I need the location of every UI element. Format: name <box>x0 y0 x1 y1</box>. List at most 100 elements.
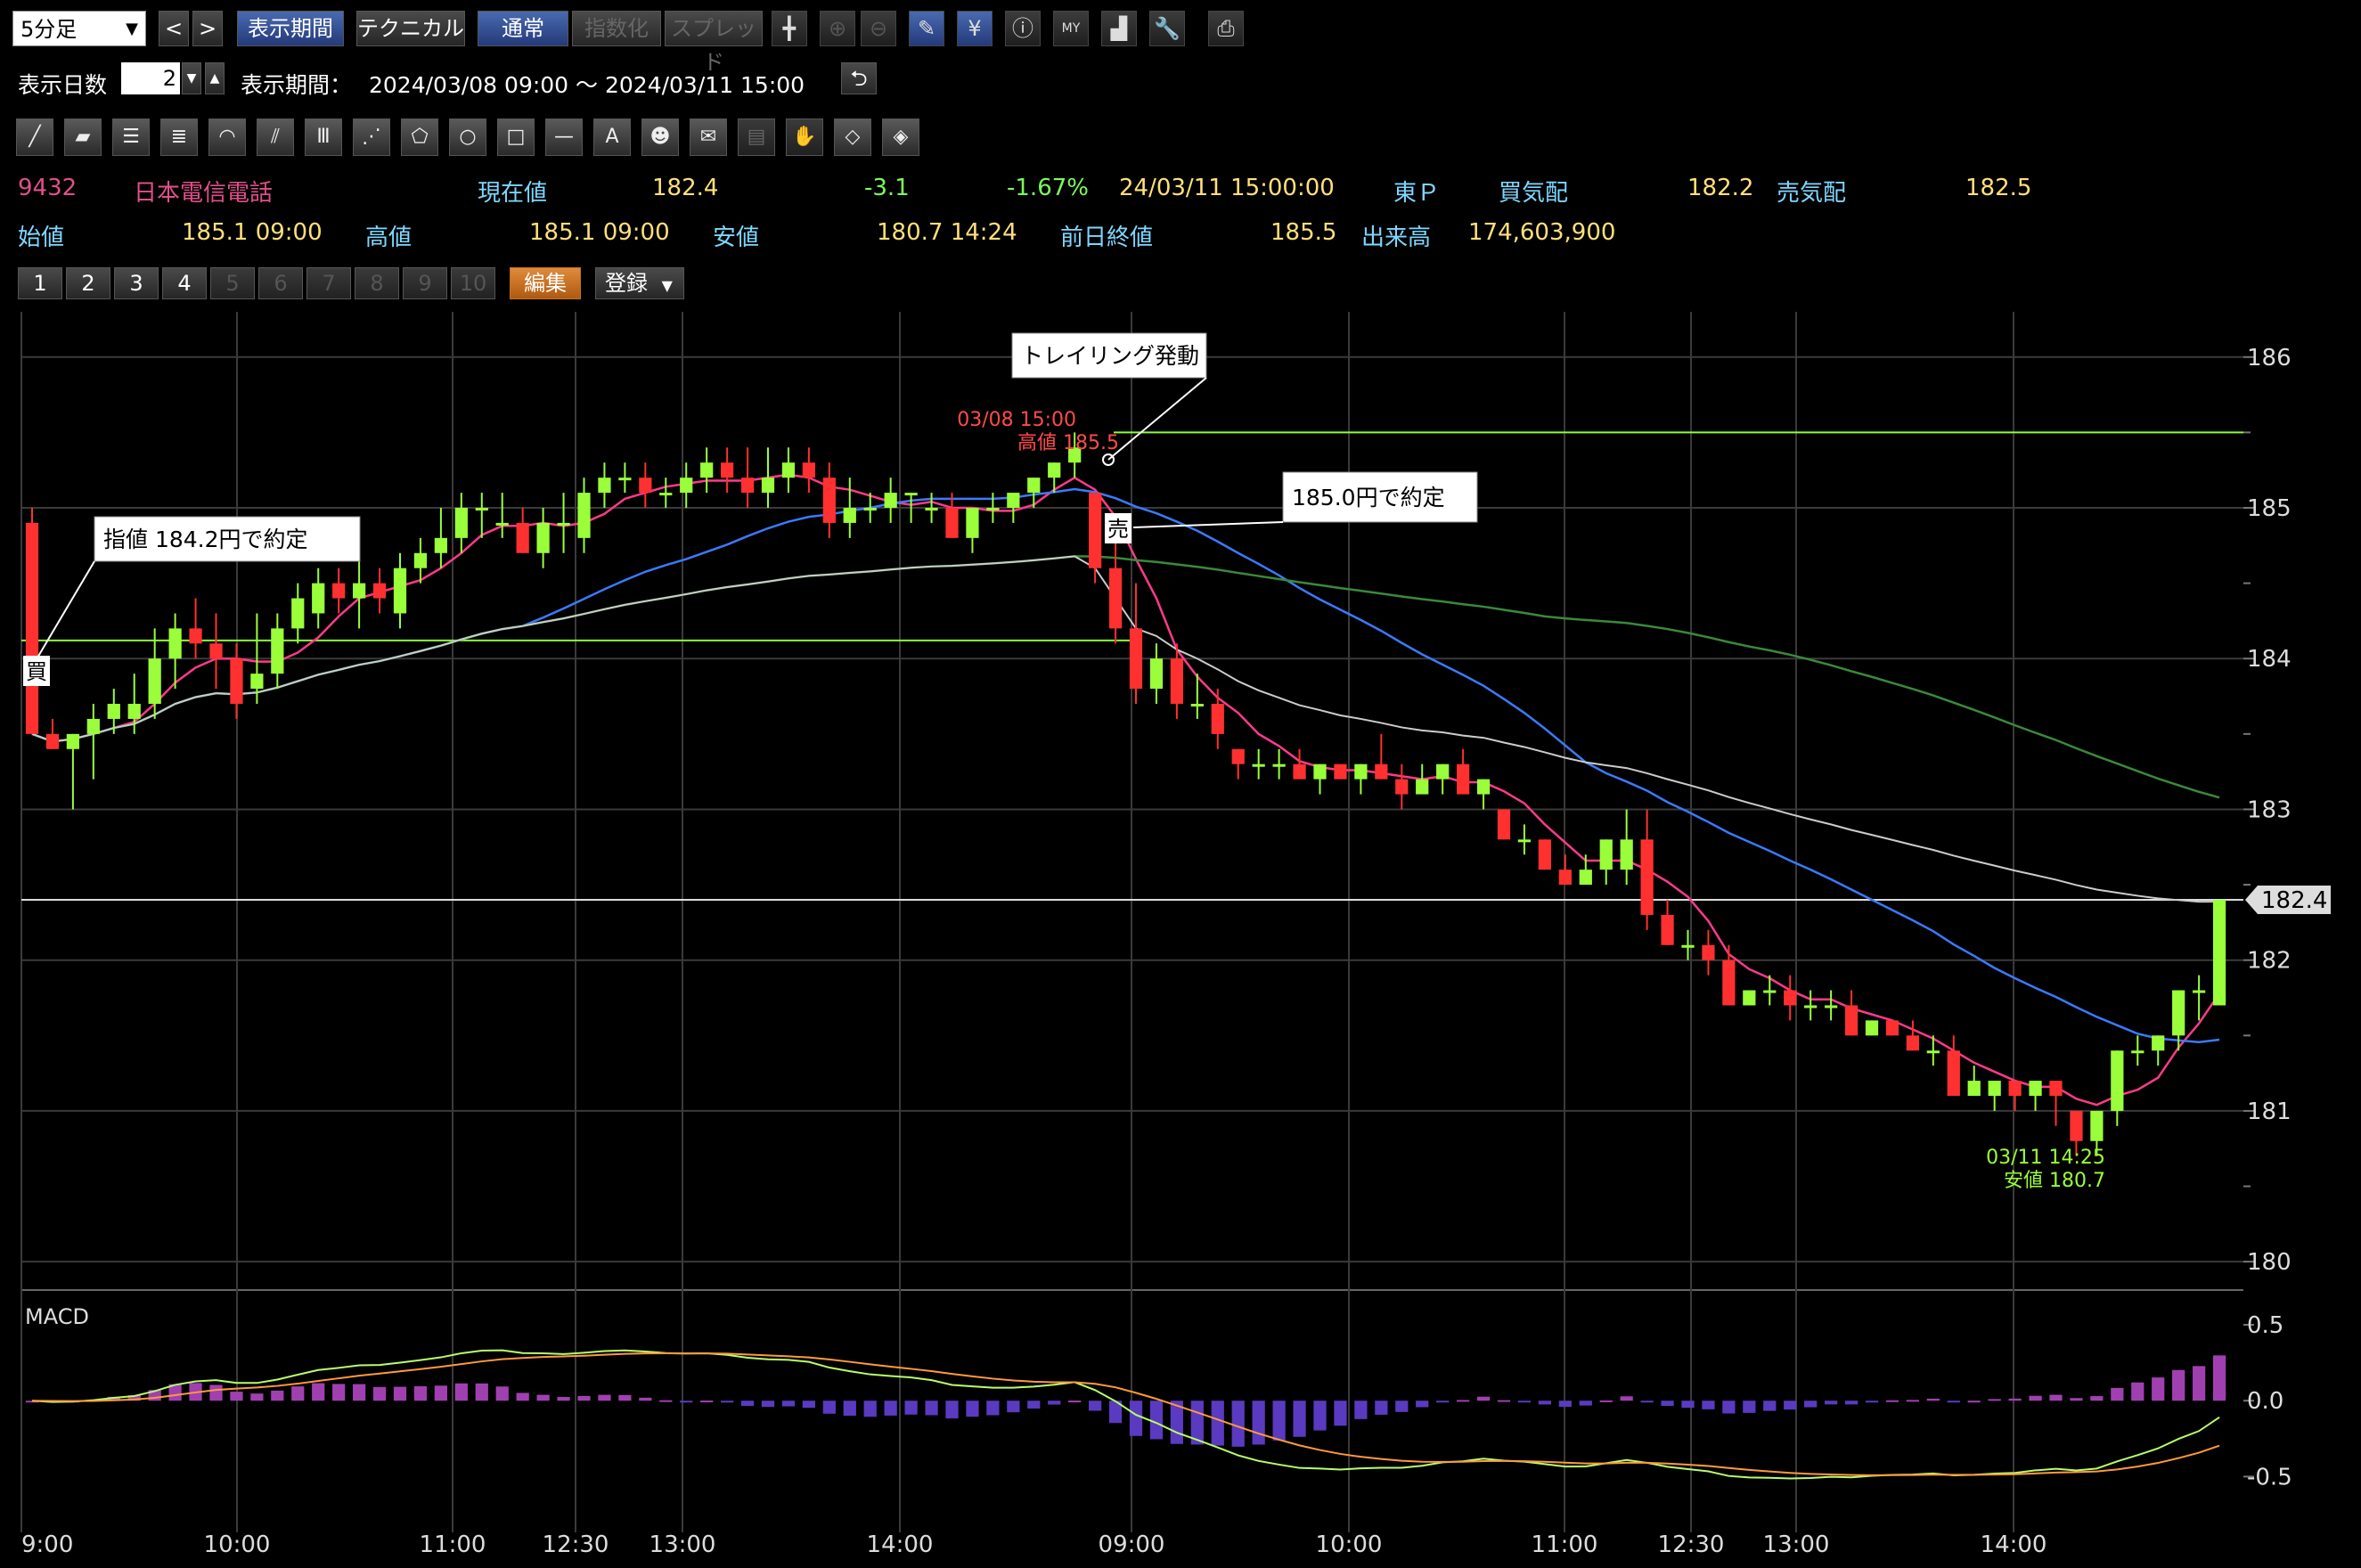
eraser-icon[interactable]: ◇ <box>834 118 871 156</box>
tab-4[interactable]: 4 <box>162 267 207 299</box>
index-button[interactable]: 指数化 <box>572 11 661 46</box>
chevron-down-icon: ▼ <box>126 20 138 38</box>
candle-body <box>966 508 979 538</box>
current-price-tag <box>2245 886 2331 914</box>
pitch-icon[interactable]: ⋰ <box>353 118 390 156</box>
high-point-marker <box>1102 453 1115 466</box>
hline-icon[interactable]: — <box>545 118 583 156</box>
candle-body <box>312 583 325 614</box>
price-chart[interactable]: 9:00 10:00 11:00 12:30 13:00 14:00 09:00 10:00 1… <box>0 307 2361 1568</box>
macd-histogram-bar <box>659 1400 673 1402</box>
register-button[interactable]: 登録 ▼ <box>595 267 684 299</box>
current-price-label: 182.4 <box>2261 887 2327 914</box>
icon-tool-icon[interactable]: ☻ <box>641 118 679 156</box>
tab-3[interactable]: 3 <box>114 267 159 299</box>
y-tick-label: 186 <box>2247 345 2292 372</box>
candle-body <box>189 628 202 644</box>
eraser-all-icon[interactable]: ◈ <box>882 118 919 156</box>
pencil-icon[interactable]: ✎ <box>909 11 944 46</box>
candle-body <box>1231 748 1245 764</box>
candle-body <box>393 568 407 614</box>
x-tick-label: 14:00 <box>867 1531 934 1558</box>
candle-body <box>1334 764 1347 780</box>
candle-body <box>1149 658 1164 690</box>
hlines-icon[interactable]: ☰ <box>112 118 150 156</box>
chart-icon[interactable]: ▟ <box>1101 11 1137 46</box>
macd-line <box>31 1349 2220 1480</box>
stock-code: 9432 <box>18 175 78 201</box>
arc-icon[interactable]: ◠ <box>208 118 246 156</box>
info-icon[interactable]: ⓘ <box>1005 11 1041 46</box>
wrench-icon[interactable]: 🔧 <box>1149 11 1185 46</box>
rect-icon[interactable]: □ <box>497 118 535 156</box>
candle-body <box>618 478 632 481</box>
candle-body <box>986 508 1000 510</box>
days-up-icon[interactable]: ▲ <box>205 62 225 94</box>
tab-6[interactable]: 6 <box>258 267 303 299</box>
hand-icon[interactable]: ✋ <box>786 118 823 156</box>
fan-icon[interactable]: ⫽ <box>257 118 294 156</box>
crosshair-icon[interactable]: ╋ <box>772 11 807 46</box>
line-tool-icon[interactable]: ╱ <box>16 118 53 156</box>
buy-marker-box <box>23 656 50 686</box>
fib-icon[interactable]: ≣ <box>160 118 198 156</box>
tab-1[interactable]: 1 <box>18 267 62 299</box>
volume-value: 174,603,900 <box>1468 219 1616 246</box>
macd-histogram-bar <box>413 1386 428 1401</box>
ruler-icon[interactable]: ▰ <box>64 118 102 156</box>
period-button[interactable]: 表示期間 <box>237 11 344 46</box>
stock-name: 日本電信電話 <box>134 180 274 207</box>
macd-histogram-bar <box>2090 1396 2104 1401</box>
candle-body <box>843 508 856 523</box>
open-value: 185.1 09:00 <box>182 219 323 246</box>
candle-body <box>1538 839 1552 870</box>
spread-button[interactable]: スプレッド <box>665 11 763 75</box>
macd-histogram-bar <box>312 1383 325 1401</box>
cycle-icon[interactable]: Ⅲ <box>305 118 342 156</box>
macd-histogram-bar <box>1293 1401 1306 1437</box>
print-icon[interactable]: ⎙ <box>1208 11 1244 46</box>
yen-icon[interactable]: ¥ <box>957 11 993 46</box>
ask-label: 売気配 <box>1777 180 1847 207</box>
candle-body <box>1108 568 1123 629</box>
tab-7[interactable]: 7 <box>306 267 351 299</box>
days-input[interactable]: 2 <box>121 62 180 94</box>
candle-body <box>1967 1081 1981 1096</box>
tab-10[interactable]: 10 <box>451 267 495 299</box>
technical-button[interactable]: テクニカル <box>356 11 465 46</box>
macd-histogram-bar <box>1558 1401 1572 1408</box>
current-label: 現在値 <box>478 180 548 207</box>
my-icon[interactable]: MY <box>1053 11 1089 46</box>
candle-body <box>1558 870 1572 886</box>
text-tool-icon[interactable]: A <box>593 118 631 156</box>
normal-button[interactable]: 通常 <box>478 11 568 46</box>
tab-2[interactable]: 2 <box>66 267 110 299</box>
prev-button[interactable]: < <box>159 11 189 46</box>
macd-histogram-bar <box>1722 1401 1736 1414</box>
buy-marker: 買 <box>26 659 47 684</box>
pentagon-icon[interactable]: ⬠ <box>401 118 438 156</box>
candle-body <box>536 522 550 553</box>
refresh-icon[interactable]: ⮌ <box>841 62 877 94</box>
days-down-icon[interactable]: ▼ <box>182 62 201 94</box>
tab-5[interactable]: 5 <box>210 267 255 299</box>
macd-histogram-bar <box>2131 1382 2145 1401</box>
candle-body <box>209 643 223 659</box>
macd-histogram-bar <box>1354 1401 1368 1419</box>
circle-icon[interactable]: ○ <box>449 118 486 156</box>
macd-label: MACD <box>25 1304 89 1329</box>
y-tick-label: 185 <box>2247 495 2292 522</box>
comment-icon[interactable]: ✉ <box>690 118 727 156</box>
sell-annotation-pointer <box>1132 521 1284 528</box>
tab-8[interactable]: 8 <box>355 267 399 299</box>
zoom-in-icon[interactable]: ⊕ <box>820 11 855 46</box>
timeframe-select[interactable]: 5分足 ▼ <box>12 11 146 46</box>
tab-9[interactable]: 9 <box>403 267 447 299</box>
zoom-out-icon[interactable]: ⊖ <box>861 11 896 46</box>
edit-button[interactable]: 編集 <box>510 267 581 299</box>
macd-histogram-bar <box>1088 1401 1102 1411</box>
next-button[interactable]: > <box>192 11 223 46</box>
candle-body <box>1313 764 1327 780</box>
memo-icon[interactable]: ▤ <box>738 118 775 156</box>
x-tick-label: 11:00 <box>1532 1531 1598 1558</box>
